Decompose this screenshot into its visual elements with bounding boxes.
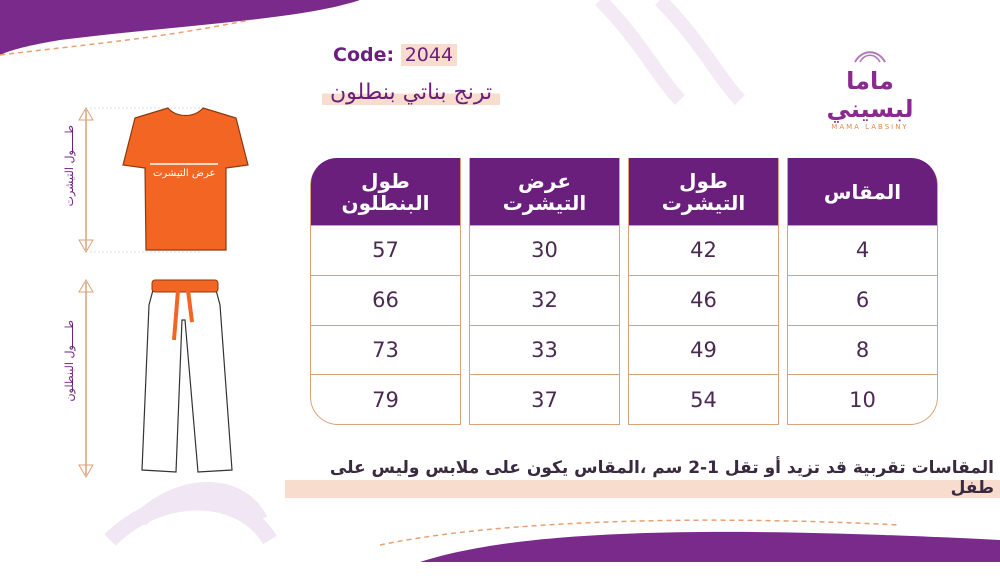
table-cell: 79 <box>311 374 460 424</box>
column-tshirt-length: طول التيشرت 42 46 49 54 <box>628 158 779 425</box>
tshirt-icon <box>122 107 249 251</box>
size-note: المقاسات تقربية قد تزيد أو تقل 1-2 سم ،ا… <box>285 458 1000 498</box>
product-code: Code: 2044 <box>333 44 458 66</box>
pants-length-label: طـــــول البنطلون <box>63 320 76 402</box>
table-cell: 49 <box>629 324 778 375</box>
table-cell: 57 <box>311 225 460 275</box>
column-size: المقاس 4 6 8 10 <box>787 158 938 425</box>
brand-logo: ماما لبسيني MAMA LABSINY <box>815 45 925 131</box>
table-cell: 33 <box>470 324 619 375</box>
logo-english: MAMA LABSINY <box>831 123 909 131</box>
pants-icon <box>141 289 233 473</box>
logo-arabic: ماما لبسيني <box>826 67 914 123</box>
tshirt-length-label: طـــــول التيشرت <box>63 125 76 207</box>
table-cell: 42 <box>629 225 778 275</box>
code-value: 2044 <box>400 44 458 66</box>
table-cell: 30 <box>470 225 619 275</box>
tshirt-width-label: عرض التيشرت <box>153 168 216 179</box>
table-cell: 66 <box>311 274 460 325</box>
table-cell: 8 <box>788 324 937 375</box>
table-cell: 54 <box>629 374 778 424</box>
code-label: Code: <box>333 44 395 66</box>
table-cell: 32 <box>470 274 619 325</box>
column-pants-length: طول البنطلون 57 66 73 79 <box>310 158 461 425</box>
column-header: عرض التيشرت <box>470 158 619 225</box>
table-cell: 4 <box>788 225 937 275</box>
column-header: المقاس <box>788 158 937 225</box>
table-cell: 73 <box>311 324 460 375</box>
table-cell: 6 <box>788 274 937 325</box>
hanger-icon <box>854 51 886 63</box>
column-header: طول البنطلون <box>311 158 460 225</box>
column-tshirt-width: عرض التيشرت 30 32 33 37 <box>469 158 620 425</box>
column-header: طول التيشرت <box>629 158 778 225</box>
product-title: ترنج بناتي بنطلون <box>322 80 501 105</box>
size-table: المقاس 4 6 8 10 طول التيشرت 42 46 49 54 … <box>310 158 938 425</box>
table-cell: 37 <box>470 374 619 424</box>
table-cell: 46 <box>629 274 778 325</box>
table-cell: 10 <box>788 374 937 424</box>
